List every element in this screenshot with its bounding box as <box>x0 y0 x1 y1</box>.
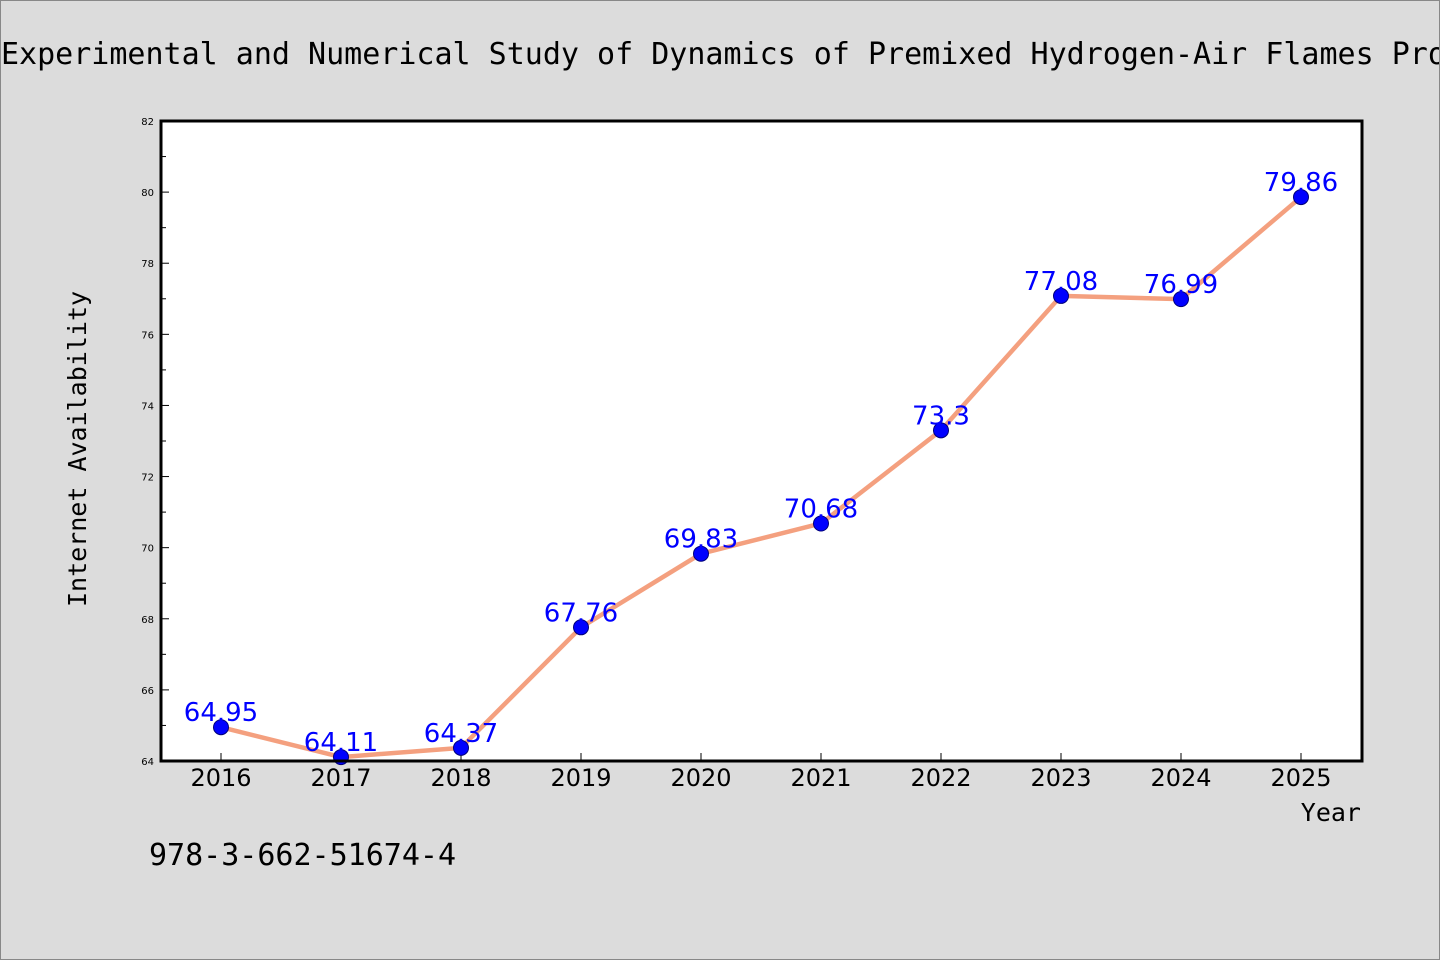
x-tick-label: 2024 <box>1150 764 1211 792</box>
footnote-isbn: 978-3-662-51674-4 <box>149 838 456 873</box>
y-tick-label: 72 <box>141 473 154 484</box>
data-label: 64.37 <box>424 719 498 749</box>
data-point <box>1293 189 1309 206</box>
data-label: 69.83 <box>664 525 738 555</box>
x-tick-label: 2025 <box>1270 764 1331 792</box>
data-point <box>573 619 589 636</box>
y-tick-label: 66 <box>141 686 154 697</box>
x-tick-label: 2017 <box>310 764 371 792</box>
data-label: 73.3 <box>912 401 970 431</box>
x-tick-label: 2016 <box>190 764 251 792</box>
x-axis-title: Year <box>1301 798 1361 827</box>
x-tick-label: 2021 <box>790 764 851 792</box>
x-tick-label: 2022 <box>910 764 971 792</box>
data-label: 64.95 <box>184 698 258 728</box>
y-tick-label: 82 <box>141 117 154 128</box>
x-tick-label: 2020 <box>670 764 731 792</box>
y-tick-label: 80 <box>141 188 154 199</box>
data-point <box>1053 287 1069 304</box>
chart-title: Experimental and Numerical Study of Dyna… <box>1 37 1439 72</box>
y-tick-label: 68 <box>141 615 154 626</box>
data-label: 70.68 <box>784 494 858 524</box>
data-point <box>933 422 949 439</box>
x-tick-label: 2023 <box>1030 764 1091 792</box>
y-tick-label: 70 <box>141 544 154 555</box>
data-point <box>453 739 469 756</box>
data-point <box>813 515 829 532</box>
x-tick-label: 2019 <box>550 764 611 792</box>
x-tick-label: 2018 <box>430 764 491 792</box>
data-point <box>213 719 229 736</box>
data-label: 77.08 <box>1024 267 1098 297</box>
series-line <box>218 194 1304 760</box>
data-point <box>1173 291 1189 308</box>
y-axis: 64 66 68 70 72 74 76 78 80 82 <box>141 117 169 768</box>
y-tick-label: 78 <box>141 259 154 270</box>
y-tick-label: 74 <box>141 401 154 412</box>
data-label-layer: 64.95 64.11 64.37 67.76 69.83 70.68 73.3 77.08 7… <box>184 168 1338 758</box>
plot-frame <box>159 119 1364 763</box>
data-label: 67.76 <box>544 598 618 628</box>
data-label: 79.86 <box>1264 168 1338 198</box>
x-axis: 2016 2017 2018 2019 2020 2021 2022 2023 2024 2025 <box>190 753 1332 792</box>
data-label: 76.99 <box>1144 270 1218 300</box>
y-axis-title: Internet Availability <box>63 291 92 607</box>
y-tick-label: 64 <box>141 757 154 768</box>
data-point <box>693 545 709 562</box>
data-label: 64.11 <box>304 728 378 758</box>
series-layer <box>213 189 1309 766</box>
plot-area <box>161 121 1362 761</box>
y-tick-label: 76 <box>141 330 154 341</box>
